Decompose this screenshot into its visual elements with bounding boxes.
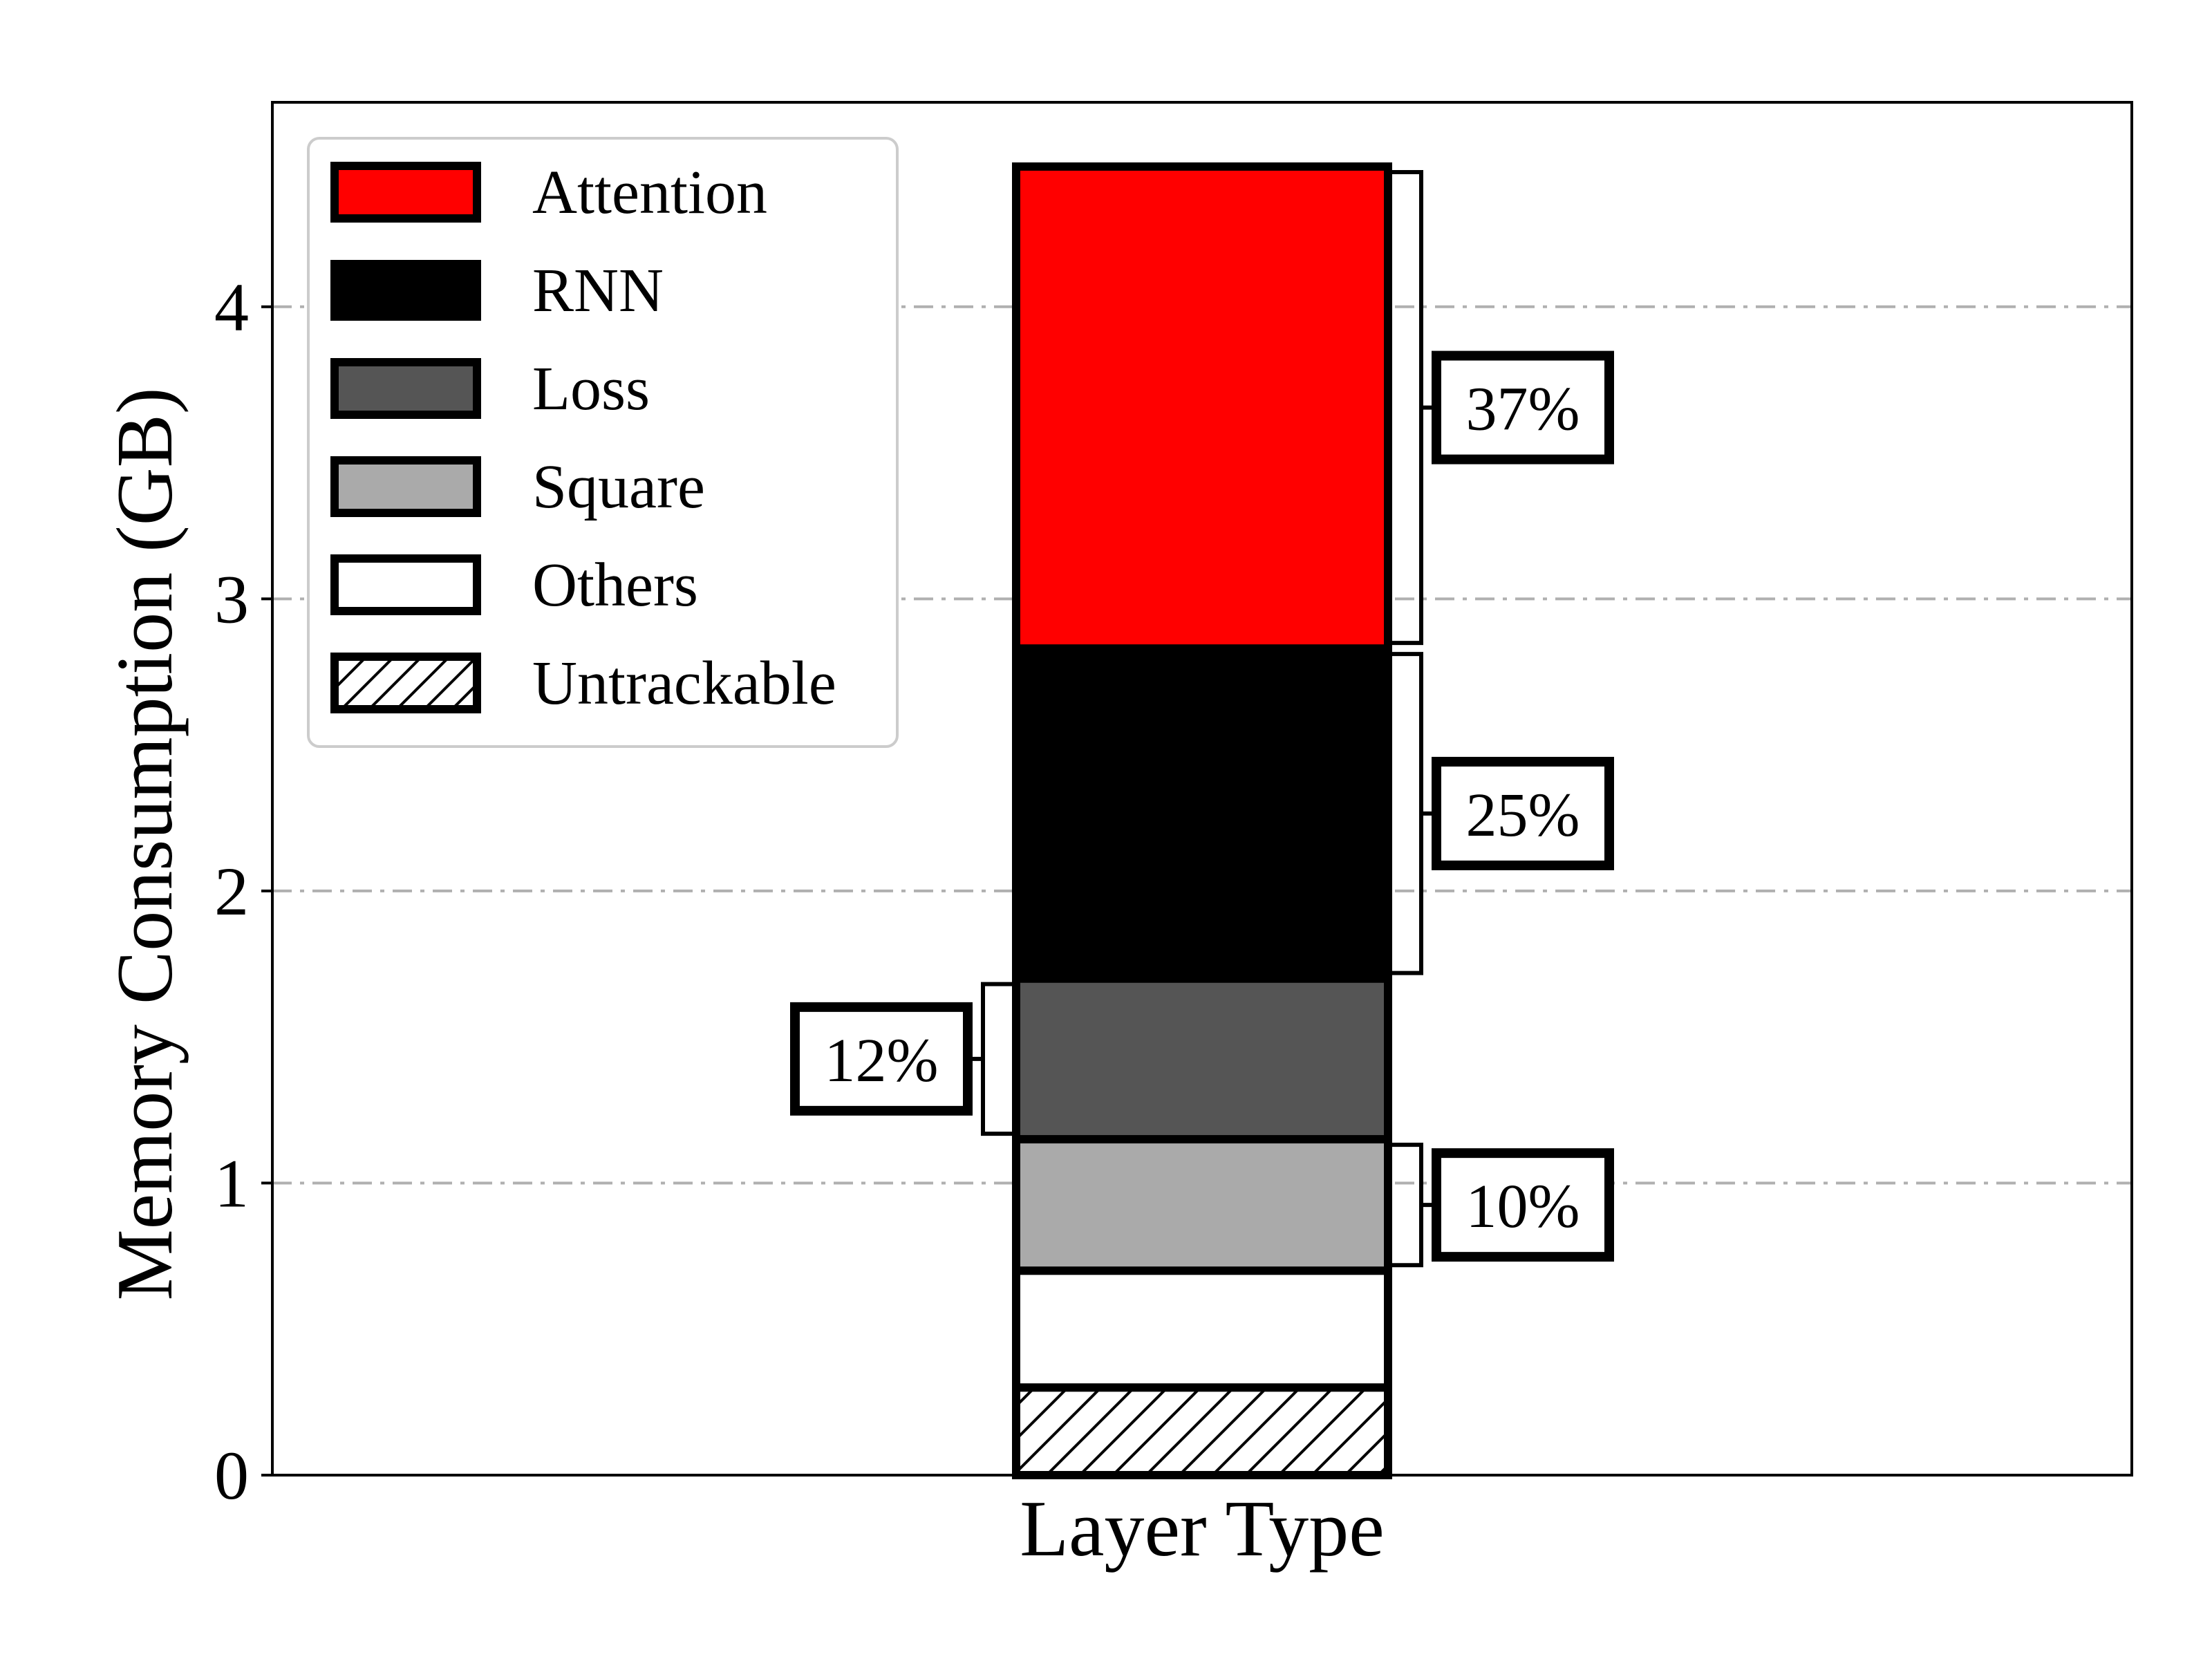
bar-segment-attention bbox=[1012, 162, 1392, 653]
bar-segment-others bbox=[1012, 1266, 1392, 1392]
bracket bbox=[1391, 652, 1436, 975]
y-axis-ticks: 0 1 2 3 4 bbox=[214, 269, 272, 1514]
percent-box bbox=[1432, 756, 1614, 870]
percent-box bbox=[1432, 1148, 1614, 1262]
y-axis-title: Memory Consumption (GB) bbox=[101, 387, 189, 1300]
annotation-square: 10% bbox=[1391, 1143, 1614, 1268]
legend: Attention RNN Loss Square Others Untrackable bbox=[307, 137, 899, 748]
bracket bbox=[1391, 169, 1436, 646]
legend-swatch bbox=[330, 554, 481, 615]
bracket bbox=[1391, 1143, 1436, 1268]
percent-box bbox=[1432, 350, 1614, 465]
legend-label: Loss bbox=[532, 355, 650, 423]
bar-segment-rnn bbox=[1012, 644, 1392, 983]
bar-segment-loss bbox=[1012, 974, 1392, 1144]
legend-item-others: Others bbox=[330, 551, 698, 619]
bar-segment-untrackable bbox=[1012, 1383, 1392, 1479]
y-tick-label: 2 bbox=[214, 853, 249, 930]
bar-stack bbox=[1012, 162, 1392, 1479]
legend-swatch bbox=[330, 653, 481, 713]
plot-frame bbox=[271, 101, 2133, 1477]
percent-label: 25% bbox=[1466, 781, 1580, 850]
legend-swatch bbox=[330, 456, 481, 517]
bracket bbox=[968, 982, 1013, 1136]
legend-label: Attention bbox=[532, 158, 767, 227]
legend-label: RNN bbox=[532, 256, 664, 325]
y-tick-label: 3 bbox=[214, 561, 249, 637]
legend-item-loss: Loss bbox=[330, 355, 650, 423]
annotation-attention: 37% bbox=[1391, 169, 1614, 646]
legend-item-attention: Attention bbox=[330, 158, 767, 227]
annotation-rnn: 25% bbox=[1391, 652, 1614, 975]
legend-label: Untrackable bbox=[532, 649, 836, 718]
y-tick-label: 4 bbox=[214, 269, 249, 346]
legend-item-square: Square bbox=[330, 453, 705, 521]
percent-box bbox=[790, 1002, 973, 1116]
y-tick-label: 0 bbox=[214, 1437, 249, 1514]
legend-label: Square bbox=[532, 453, 705, 521]
percent-label: 37% bbox=[1466, 375, 1580, 444]
legend-label: Others bbox=[532, 551, 698, 619]
bar-segment-square bbox=[1012, 1135, 1392, 1275]
legend-item-untrackable: Untrackable bbox=[330, 649, 836, 718]
annotation-loss: 12% bbox=[790, 982, 1013, 1136]
y-tick-label: 1 bbox=[214, 1145, 249, 1221]
legend-swatch bbox=[330, 358, 481, 419]
percent-label: 10% bbox=[1466, 1172, 1580, 1241]
percentage-annotations: 37% 25% 12% 10% bbox=[790, 169, 1614, 1268]
legend-item-rnn: RNN bbox=[330, 256, 664, 325]
percent-label: 12% bbox=[825, 1027, 939, 1095]
legend-swatch bbox=[330, 260, 481, 321]
x-axis-title: Layer Type bbox=[1020, 1485, 1385, 1573]
legend-swatch bbox=[330, 162, 481, 223]
